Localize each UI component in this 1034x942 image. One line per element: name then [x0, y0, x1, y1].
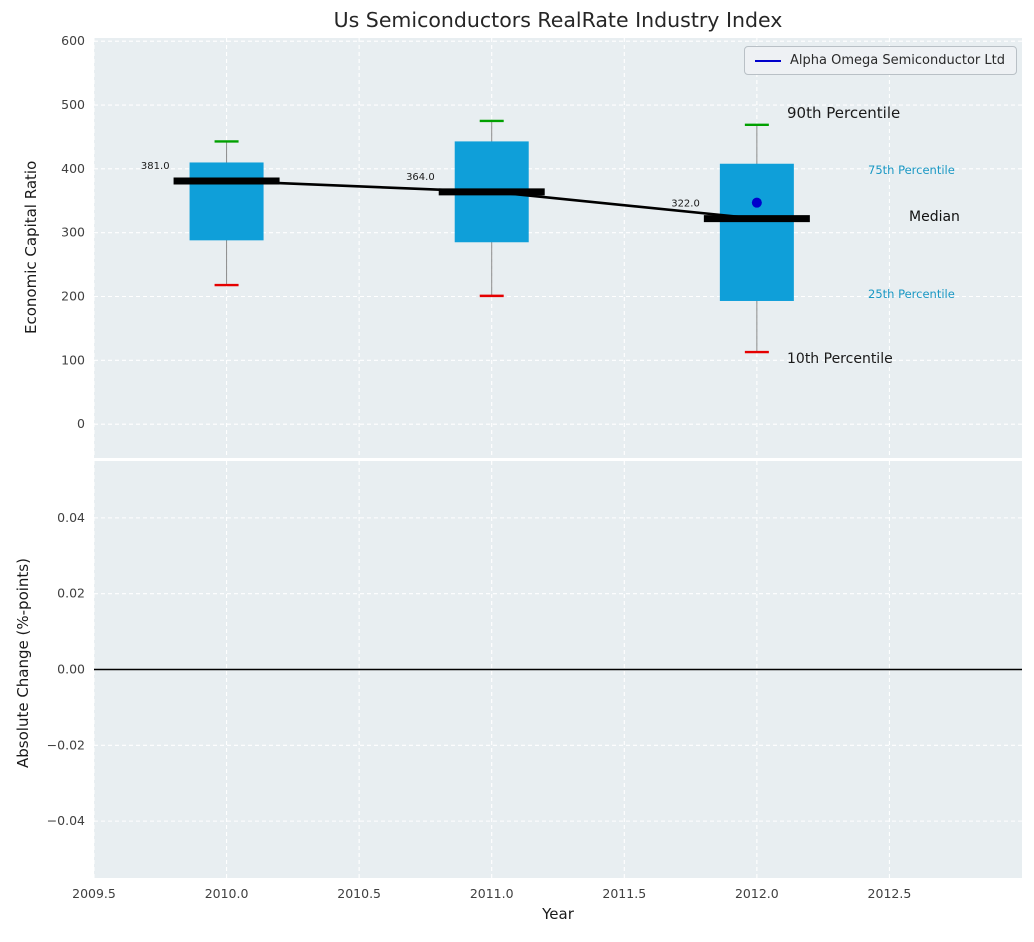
- x-axis-label: Year: [542, 905, 574, 923]
- svg-text:2010.0: 2010.0: [205, 886, 249, 901]
- annotation-75th-percentile: 75th Percentile: [868, 163, 955, 177]
- annotation-median: Median: [909, 209, 960, 225]
- svg-text:2011.0: 2011.0: [470, 886, 514, 901]
- svg-text:2011.5: 2011.5: [602, 886, 646, 901]
- legend-line-icon: [755, 59, 782, 62]
- annotation-25th-percentile: 25th Percentile: [868, 287, 955, 301]
- legend: Alpha Omega Semiconductor Ltd: [744, 46, 1017, 75]
- legend-label: Alpha Omega Semiconductor Ltd: [790, 53, 1005, 68]
- svg-text:600: 600: [61, 33, 85, 48]
- y-axis-label-bottom: Absolute Change (%-points): [14, 558, 32, 768]
- svg-text:2012.0: 2012.0: [735, 886, 779, 901]
- svg-text:−0.04: −0.04: [47, 813, 85, 828]
- svg-text:364.0: 364.0: [406, 172, 435, 183]
- annotation-10th-percentile: 10th Percentile: [787, 351, 893, 367]
- svg-text:100: 100: [61, 352, 85, 367]
- svg-text:400: 400: [61, 161, 85, 176]
- svg-text:2012.5: 2012.5: [868, 886, 912, 901]
- svg-text:−0.02: −0.02: [47, 737, 85, 752]
- svg-text:2010.5: 2010.5: [337, 886, 381, 901]
- annotation-90th-percentile: 90th Percentile: [787, 104, 901, 122]
- svg-text:0.02: 0.02: [57, 586, 85, 601]
- svg-text:0: 0: [77, 416, 85, 431]
- svg-text:0.04: 0.04: [57, 510, 85, 525]
- svg-text:2009.5: 2009.5: [72, 886, 116, 901]
- svg-text:300: 300: [61, 225, 85, 240]
- svg-text:500: 500: [61, 97, 85, 112]
- y-axis-label-top: Economic Capital Ratio: [22, 160, 40, 334]
- svg-text:200: 200: [61, 289, 85, 304]
- svg-text:322.0: 322.0: [671, 199, 700, 210]
- svg-text:381.0: 381.0: [141, 161, 170, 172]
- svg-text:0.00: 0.00: [57, 662, 85, 677]
- chart-title: Us Semiconductors RealRate Industry Inde…: [333, 8, 783, 32]
